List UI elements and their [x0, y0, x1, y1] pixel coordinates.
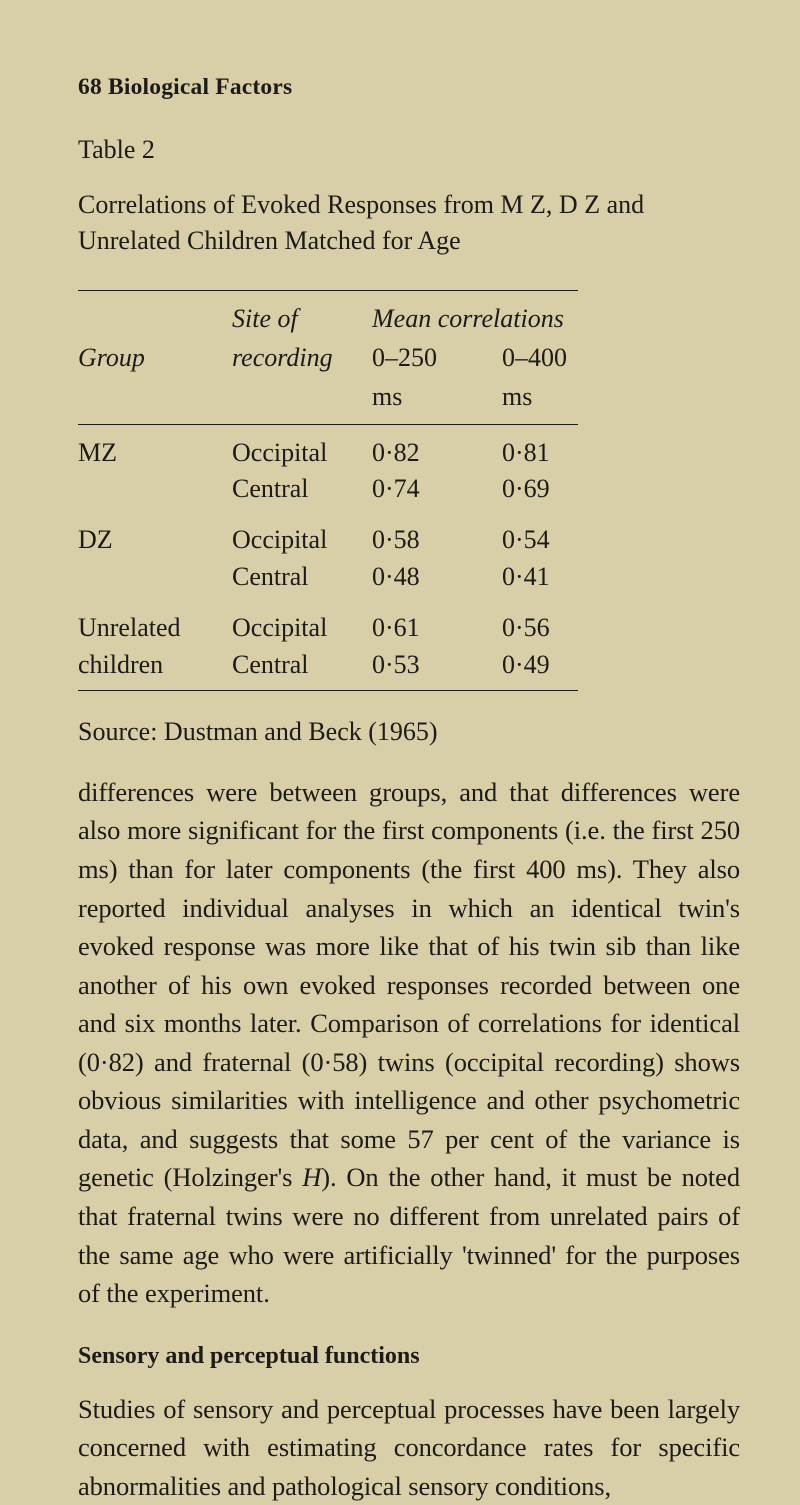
- cell-c2: 0·41: [502, 559, 578, 596]
- table-row: childrenCentral0·530·49: [78, 647, 578, 684]
- body-paragraph-1: differences were between groups, and tha…: [78, 773, 740, 1313]
- table-row: DZOccipital0·580·54: [78, 522, 578, 559]
- cell-group: MZ: [78, 435, 232, 472]
- cell-c1: 0·61: [372, 610, 502, 647]
- table-row: Central0·740·69: [78, 471, 578, 508]
- table-row-gap: [78, 596, 578, 610]
- cell-site: Central: [232, 647, 372, 684]
- cell-group: Unrelated: [78, 610, 232, 647]
- table-row: UnrelatedOccipital0·610·56: [78, 610, 578, 647]
- col-range-2b: ms: [502, 379, 578, 418]
- section-heading: Sensory and perceptual functions: [78, 1343, 740, 1370]
- cell-c2: 0·54: [502, 522, 578, 559]
- cell-site: Occipital: [232, 522, 372, 559]
- col-range-1a: 0–250: [372, 340, 502, 379]
- cell-c1: 0·58: [372, 522, 502, 559]
- cell-group: children: [78, 647, 232, 684]
- page-header: 68 Biological Factors: [78, 74, 740, 101]
- table-row-gap: [78, 508, 578, 522]
- cell-group: DZ: [78, 522, 232, 559]
- table-header-row: Site of Mean correlations: [78, 301, 578, 340]
- cell-c1: 0·48: [372, 559, 502, 596]
- cell-site: Central: [232, 559, 372, 596]
- holzinger-h: H: [302, 1162, 321, 1192]
- table-header-row-3: ms ms: [78, 379, 578, 418]
- table-header-row-2: Group recording 0–250 0–400: [78, 340, 578, 379]
- cell-site: Occipital: [232, 435, 372, 472]
- body-paragraph-2: Studies of sensory and perceptual proces…: [78, 1390, 740, 1505]
- cell-c2: 0·81: [502, 435, 578, 472]
- cell-site: Central: [232, 471, 372, 508]
- cell-c1: 0·74: [372, 471, 502, 508]
- cell-c1: 0·53: [372, 647, 502, 684]
- table-source: Source: Dustman and Beck (1965): [78, 717, 740, 747]
- col-site-label-1: Site of: [232, 301, 372, 340]
- cell-c2: 0·49: [502, 647, 578, 684]
- table-rule-top: [78, 290, 578, 291]
- cell-c2: 0·69: [502, 471, 578, 508]
- table-row: MZOccipital0·820·81: [78, 435, 578, 472]
- col-site-label-2: recording: [232, 340, 372, 379]
- table-title: Correlations of Evoked Responses from M …: [78, 187, 740, 260]
- col-group-label: Group: [78, 340, 232, 379]
- col-range-2a: 0–400: [502, 340, 578, 379]
- cell-group: [78, 471, 232, 508]
- cell-c2: 0·56: [502, 610, 578, 647]
- col-range-1b: ms: [372, 379, 502, 418]
- para1-pre: differences were between groups, and tha…: [78, 777, 740, 1192]
- cell-site: Occipital: [232, 610, 372, 647]
- cell-c1: 0·82: [372, 435, 502, 472]
- table-row: Central0·480·41: [78, 559, 578, 596]
- table-label: Table 2: [78, 135, 740, 165]
- data-table: Site of Mean correlations Group recordin…: [78, 290, 578, 691]
- col-mean-corr-label: Mean correlations: [372, 301, 578, 340]
- table-rule-mid: [78, 424, 578, 425]
- table-rule-bottom: [78, 690, 578, 691]
- cell-group: [78, 559, 232, 596]
